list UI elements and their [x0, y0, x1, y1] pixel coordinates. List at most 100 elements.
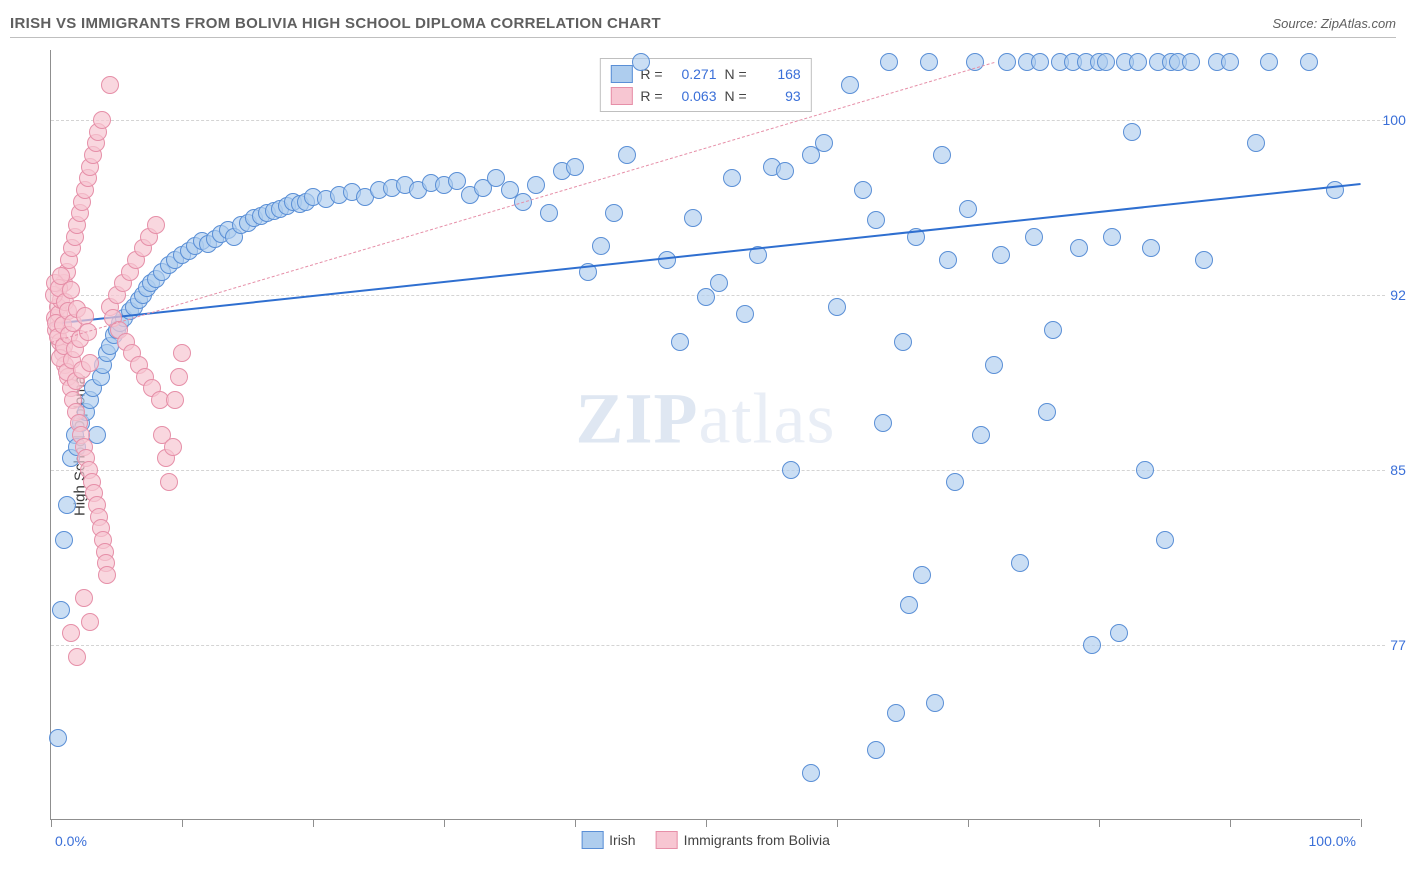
- data-point: [946, 473, 964, 491]
- data-point: [1011, 554, 1029, 572]
- data-point: [1110, 624, 1128, 642]
- data-point: [1300, 53, 1318, 71]
- data-point: [815, 134, 833, 152]
- legend-label: Immigrants from Bolivia: [684, 832, 830, 848]
- legend-series: Irish Immigrants from Bolivia: [581, 831, 830, 849]
- data-point: [894, 333, 912, 351]
- data-point: [68, 648, 86, 666]
- data-point: [684, 209, 702, 227]
- data-point: [658, 251, 676, 269]
- trend-line: [51, 62, 994, 343]
- data-point: [1182, 53, 1200, 71]
- data-point: [972, 426, 990, 444]
- data-point: [926, 694, 944, 712]
- data-point: [52, 601, 70, 619]
- data-point: [75, 589, 93, 607]
- data-point: [736, 305, 754, 323]
- data-point: [933, 146, 951, 164]
- data-point: [900, 596, 918, 614]
- gridline: [51, 120, 1385, 121]
- data-point: [998, 53, 1016, 71]
- data-point: [867, 741, 885, 759]
- data-point: [880, 53, 898, 71]
- data-point: [782, 461, 800, 479]
- data-point: [160, 473, 178, 491]
- data-point: [98, 566, 116, 584]
- data-point: [1136, 461, 1154, 479]
- y-tick-label: 85.0%: [1390, 462, 1406, 478]
- data-point: [1070, 239, 1088, 257]
- x-tick: [182, 819, 183, 827]
- n-value: 93: [755, 88, 801, 104]
- data-point: [723, 169, 741, 187]
- data-point: [1103, 228, 1121, 246]
- data-point: [76, 307, 94, 325]
- gridline: [51, 470, 1385, 471]
- plot-area: ZIPatlas R = 0.271 N = 168 R = 0.063 N =…: [50, 50, 1360, 820]
- data-point: [605, 204, 623, 222]
- chart-container: IRISH VS IMMIGRANTS FROM BOLIVIA HIGH SC…: [0, 0, 1406, 892]
- data-point: [566, 158, 584, 176]
- data-point: [147, 216, 165, 234]
- chart-title: IRISH VS IMMIGRANTS FROM BOLIVIA HIGH SC…: [10, 15, 661, 32]
- data-point: [854, 181, 872, 199]
- gridline: [51, 295, 1385, 296]
- data-point: [802, 764, 820, 782]
- data-point: [867, 211, 885, 229]
- x-axis-min-label: 0.0%: [55, 833, 87, 849]
- data-point: [93, 111, 111, 129]
- data-point: [992, 246, 1010, 264]
- data-point: [81, 354, 99, 372]
- data-point: [58, 496, 76, 514]
- r-value: 0.063: [671, 88, 717, 104]
- data-point: [985, 356, 1003, 374]
- data-point: [1038, 403, 1056, 421]
- legend-label: Irish: [609, 832, 635, 848]
- gridline: [51, 645, 1385, 646]
- x-tick: [313, 819, 314, 827]
- data-point: [1123, 123, 1141, 141]
- data-point: [1044, 321, 1062, 339]
- x-tick: [1099, 819, 1100, 827]
- data-point: [166, 391, 184, 409]
- x-tick: [968, 819, 969, 827]
- data-point: [101, 76, 119, 94]
- y-tick-label: 77.5%: [1390, 637, 1406, 653]
- data-point: [959, 200, 977, 218]
- y-tick-label: 100.0%: [1383, 112, 1406, 128]
- data-point: [1326, 181, 1344, 199]
- data-point: [841, 76, 859, 94]
- n-value: 168: [755, 66, 801, 82]
- data-point: [527, 176, 545, 194]
- y-tick-label: 92.5%: [1390, 287, 1406, 303]
- data-point: [1221, 53, 1239, 71]
- data-point: [913, 566, 931, 584]
- data-point: [1260, 53, 1278, 71]
- x-tick: [706, 819, 707, 827]
- x-tick: [837, 819, 838, 827]
- data-point: [164, 438, 182, 456]
- x-tick: [444, 819, 445, 827]
- data-point: [887, 704, 905, 722]
- data-point: [81, 613, 99, 631]
- data-point: [618, 146, 636, 164]
- title-bar: IRISH VS IMMIGRANTS FROM BOLIVIA HIGH SC…: [10, 10, 1396, 38]
- source-label: Source: ZipAtlas.com: [1272, 16, 1396, 31]
- n-label: N =: [725, 66, 747, 82]
- data-point: [710, 274, 728, 292]
- legend-stats: R = 0.271 N = 168 R = 0.063 N = 93: [599, 58, 811, 112]
- data-point: [173, 344, 191, 362]
- legend-item: Immigrants from Bolivia: [656, 831, 830, 849]
- data-point: [592, 237, 610, 255]
- data-point: [1025, 228, 1043, 246]
- legend-swatch-irish: [581, 831, 603, 849]
- data-point: [62, 624, 80, 642]
- x-axis-max-label: 100.0%: [1309, 833, 1356, 849]
- data-point: [1031, 53, 1049, 71]
- x-tick: [575, 819, 576, 827]
- data-point: [1097, 53, 1115, 71]
- watermark-part2: atlas: [699, 379, 836, 459]
- data-point: [170, 368, 188, 386]
- data-point: [62, 281, 80, 299]
- data-point: [671, 333, 689, 351]
